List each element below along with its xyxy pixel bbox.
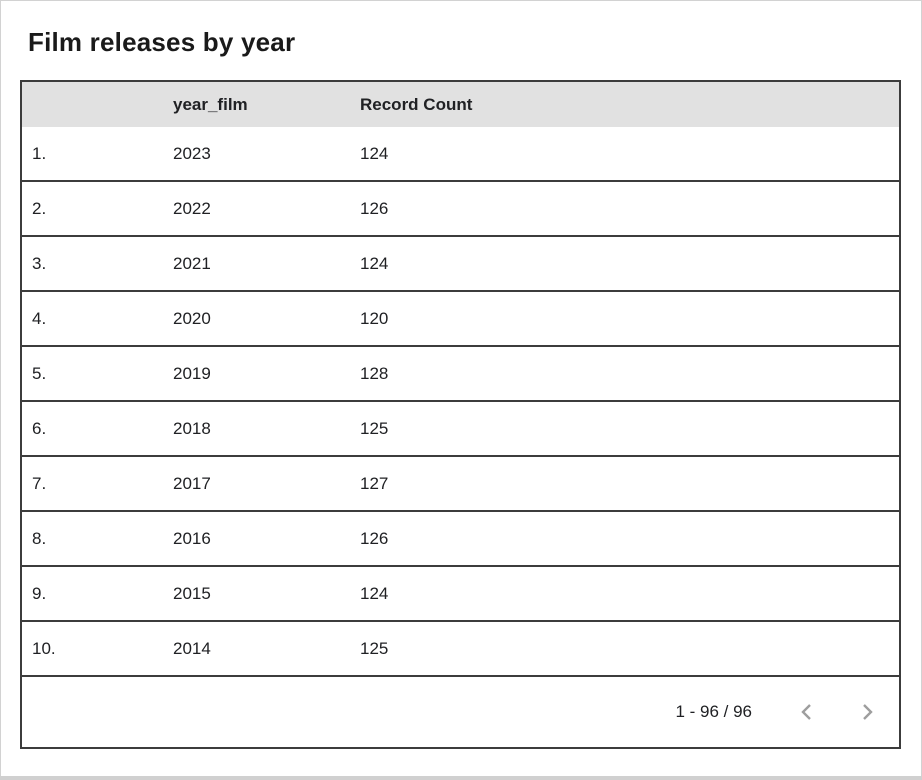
cell-record-count: 124 — [360, 583, 389, 603]
table-body: 1. 2023 124 2. 2022 126 3. 2021 124 4. 2… — [22, 127, 899, 675]
pagination-next-button[interactable] — [855, 700, 879, 724]
cell-row-number: 8. — [32, 528, 47, 548]
header-cell-record-count[interactable]: Record Count — [360, 94, 473, 114]
table-row: 10. 2014 125 — [22, 620, 899, 675]
cell-record-count: 125 — [360, 418, 389, 438]
cell-row-number: 5. — [32, 363, 47, 383]
table-header-row: year_film Record Count — [22, 82, 899, 127]
chevron-right-icon — [855, 700, 879, 724]
cell-year-film: 2021 — [173, 253, 211, 273]
cell-record-count: 124 — [360, 143, 389, 163]
cell-row-number: 9. — [32, 583, 47, 603]
header-cell-year-film[interactable]: year_film — [173, 94, 248, 114]
table-row: 9. 2015 124 — [22, 565, 899, 620]
cell-year-film: 2015 — [173, 583, 211, 603]
cell-record-count: 124 — [360, 253, 389, 273]
cell-record-count: 126 — [360, 198, 389, 218]
table-row: 7. 2017 127 — [22, 455, 899, 510]
cell-row-number: 2. — [32, 198, 47, 218]
page-title: Film releases by year — [28, 27, 296, 57]
cell-year-film: 2022 — [173, 198, 211, 218]
cell-row-number: 3. — [32, 253, 47, 273]
cell-year-film: 2017 — [173, 473, 211, 493]
table-row: 6. 2018 125 — [22, 400, 899, 455]
table-row: 1. 2023 124 — [22, 127, 899, 180]
pagination-range-label: 1 - 96 / 96 — [675, 702, 752, 721]
cell-row-number: 10. — [32, 638, 56, 658]
pagination-prev-button[interactable] — [795, 700, 819, 724]
cell-row-number: 7. — [32, 473, 47, 493]
cell-year-film: 2023 — [173, 143, 211, 163]
bottom-edge-bar — [0, 776, 922, 780]
cell-year-film: 2016 — [173, 528, 211, 548]
cell-year-film: 2018 — [173, 418, 211, 438]
cell-row-number: 4. — [32, 308, 47, 328]
film-releases-table: year_film Record Count 1. 2023 124 2. 20… — [20, 80, 901, 749]
chevron-left-icon — [795, 700, 819, 724]
cell-record-count: 120 — [360, 308, 389, 328]
cell-record-count: 127 — [360, 473, 389, 493]
cell-record-count: 126 — [360, 528, 389, 548]
cell-year-film: 2019 — [173, 363, 211, 383]
table-footer: 1 - 96 / 96 — [22, 675, 899, 747]
cell-year-film: 2014 — [173, 638, 211, 658]
table-row: 5. 2019 128 — [22, 345, 899, 400]
table-row: 8. 2016 126 — [22, 510, 899, 565]
cell-row-number: 1. — [32, 143, 47, 163]
table-row: 2. 2022 126 — [22, 180, 899, 235]
cell-record-count: 125 — [360, 638, 389, 658]
table-row: 4. 2020 120 — [22, 290, 899, 345]
table-row: 3. 2021 124 — [22, 235, 899, 290]
cell-year-film: 2020 — [173, 308, 211, 328]
cell-row-number: 6. — [32, 418, 47, 438]
cell-record-count: 128 — [360, 363, 389, 383]
